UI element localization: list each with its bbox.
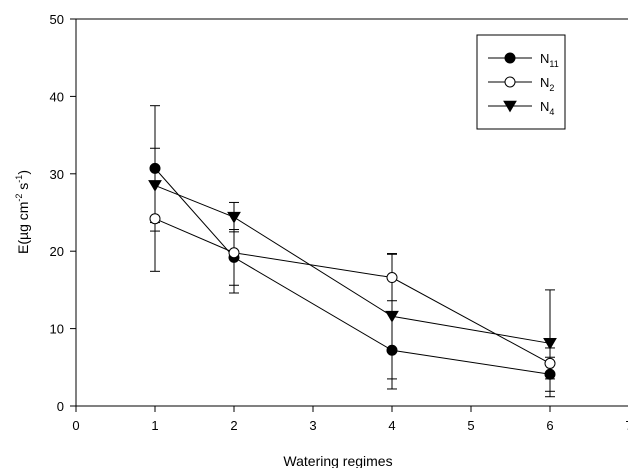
x-tick-label: 3 bbox=[309, 418, 316, 433]
y-axis-title-main: E(µg cm bbox=[15, 202, 31, 254]
x-tick-label: 4 bbox=[388, 418, 395, 433]
legend-label-sub: 11 bbox=[549, 59, 558, 69]
legend-marker bbox=[504, 52, 516, 64]
x-tick-label: 2 bbox=[230, 418, 237, 433]
y-tick-label: 40 bbox=[50, 89, 64, 104]
y-tick-label: 30 bbox=[50, 167, 64, 182]
x-tick-label: 1 bbox=[151, 418, 158, 433]
series-line-1 bbox=[154, 168, 551, 375]
legend-label: N11 bbox=[540, 51, 559, 69]
data-point bbox=[149, 213, 161, 225]
markers-series-2 bbox=[149, 213, 556, 369]
x-tick-label: 6 bbox=[546, 418, 553, 433]
x-axis: 0 1 2 3 4 5 6 7 bbox=[72, 406, 628, 433]
data-point bbox=[544, 368, 556, 380]
data-point bbox=[385, 310, 399, 323]
y-tick-label: 20 bbox=[50, 244, 64, 259]
legend-marker bbox=[503, 100, 517, 113]
data-point bbox=[544, 357, 556, 369]
legend-marker bbox=[504, 76, 516, 88]
y-axis-title-sup1: -2 bbox=[14, 194, 24, 202]
x-tick-label: 0 bbox=[72, 418, 79, 433]
data-point bbox=[228, 247, 240, 259]
y-axis: 0 10 20 30 40 50 bbox=[50, 12, 76, 414]
legend-label-sub: 2 bbox=[549, 83, 554, 93]
data-point bbox=[149, 162, 161, 174]
data-point bbox=[386, 344, 398, 356]
error-bars-series-2 bbox=[150, 165, 555, 380]
data-point bbox=[543, 338, 557, 350]
legend-label-main: N bbox=[540, 75, 549, 90]
error-bars-series-3 bbox=[150, 147, 555, 398]
y-tick-label: 50 bbox=[50, 12, 64, 27]
legend-label-main: N bbox=[540, 51, 549, 66]
series-line-3 bbox=[154, 184, 551, 344]
markers-series-3 bbox=[148, 180, 557, 350]
plot-frame bbox=[75, 18, 628, 407]
x-tick-label: 5 bbox=[467, 418, 474, 433]
data-point bbox=[148, 180, 162, 192]
legend-label: N4 bbox=[540, 99, 554, 117]
y-tick-label: 0 bbox=[57, 399, 64, 414]
legend-label-main: N bbox=[540, 99, 549, 114]
series-line-2 bbox=[154, 218, 551, 364]
legend-label: N2 bbox=[540, 75, 554, 93]
y-axis-title-end: ) bbox=[15, 170, 31, 175]
y-tick-label: 10 bbox=[50, 322, 64, 337]
data-point bbox=[227, 211, 241, 224]
x-tick-label: 7 bbox=[625, 418, 628, 433]
y-axis-title-sup2: -1 bbox=[14, 175, 24, 183]
x-axis-title: Watering regimes bbox=[283, 453, 392, 468]
legend-label-sub: 4 bbox=[549, 107, 554, 117]
data-point bbox=[386, 272, 398, 284]
series-layer bbox=[148, 105, 557, 398]
y-axis-title-mid: s bbox=[15, 183, 31, 194]
error-bars-series-1 bbox=[150, 105, 555, 392]
y-axis-title: E(µg cm-2 s-1) bbox=[14, 170, 31, 254]
